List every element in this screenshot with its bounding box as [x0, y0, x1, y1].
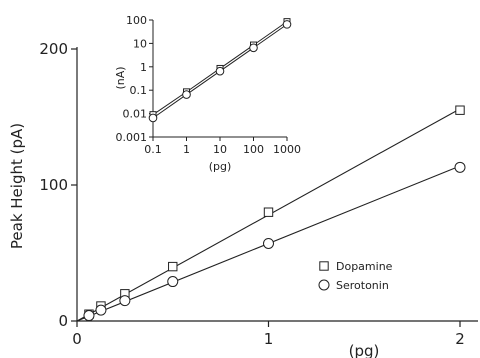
data-point-serotonin	[83, 310, 95, 322]
x-tick-label: 0	[72, 330, 82, 348]
y-tick-label: 0	[58, 312, 68, 330]
inset-x-axis-title: (pg)	[209, 160, 232, 173]
inset-x-tick-label: 1	[183, 143, 190, 156]
data-point-dopamine	[168, 261, 178, 272]
data-point-serotonin	[167, 276, 179, 288]
x-tick-label: 1	[264, 330, 274, 348]
inset-y-tick-label: 100	[126, 14, 147, 27]
inset-data-point-serotonin	[249, 43, 258, 53]
inset-y-tick-label: 0.1	[130, 84, 148, 97]
inset-x-tick-label: 1000	[273, 143, 301, 156]
y-tick-label: 100	[39, 176, 68, 194]
data-point-serotonin	[95, 304, 107, 316]
main-chart: 0 100 200 0 1 2 (pg) Peak Height (pA) Dopamine Se…	[8, 40, 478, 358]
inset-y-tick-label: 1	[140, 61, 147, 74]
inset-y-tick-label: 0.001	[116, 131, 148, 144]
legend-marker-serotonin	[318, 279, 330, 291]
legend-label-dopamine: Dopamine	[336, 260, 393, 273]
inset-chart: 0.001 0.01 0.1 1 10 100 0.1 1 10 100 1000 (pg) (nA)	[114, 14, 301, 173]
inset-y-axis-title: (nA)	[114, 66, 127, 89]
inset-x-tick-label: 10	[213, 143, 227, 156]
inset-y-tick-label: 10	[133, 37, 147, 50]
legend-label-serotonin: Serotonin	[336, 279, 389, 292]
data-point-dopamine	[455, 105, 465, 115]
x-axis-title: (pg)	[349, 342, 380, 358]
inset-y-tick-label: 0.01	[123, 108, 148, 121]
y-tick-label: 200	[39, 40, 68, 58]
data-point-dopamine	[263, 207, 274, 217]
inset-data-point-serotonin	[282, 20, 292, 29]
inset-x-tick-label: 100	[243, 143, 264, 156]
inset-x-tick-label: 0.1	[144, 143, 162, 156]
x-tick-label: 2	[455, 330, 465, 348]
inset-data-point-serotonin	[215, 66, 225, 76]
inset-data-point-serotonin	[148, 113, 158, 123]
data-point-serotonin	[263, 237, 274, 249]
inset-data-point-serotonin	[182, 90, 191, 99]
data-point-serotonin	[454, 161, 466, 173]
data-point-serotonin	[119, 295, 131, 307]
legend-marker-dopamine	[319, 261, 329, 271]
y-axis-title: Peak Height (pA)	[8, 123, 26, 249]
